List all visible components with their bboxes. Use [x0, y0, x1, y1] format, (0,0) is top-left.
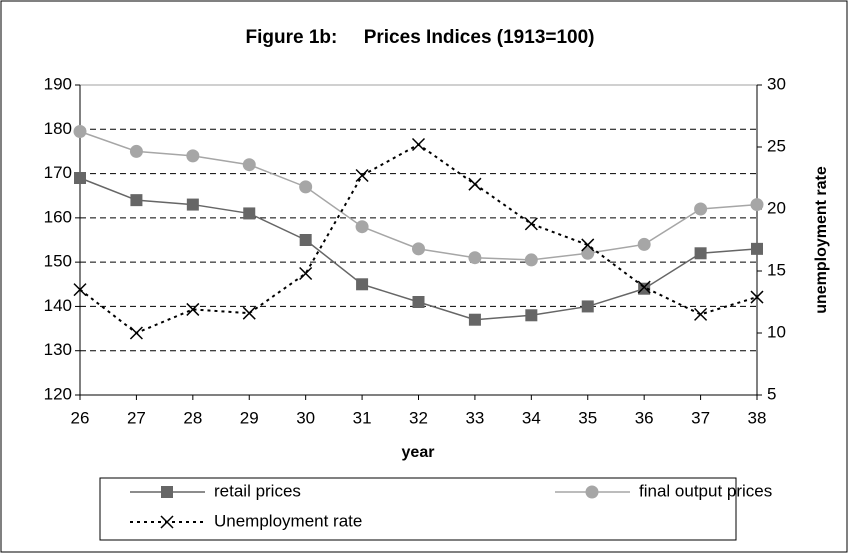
marker — [412, 296, 425, 308]
legend-label: final output prices — [639, 481, 772, 500]
marker — [750, 290, 764, 304]
y2-tick-label: 25 — [767, 136, 786, 155]
marker — [468, 177, 482, 191]
marker — [129, 144, 143, 158]
marker — [751, 242, 763, 255]
marker — [74, 172, 86, 184]
x-axis-title: year — [402, 444, 435, 461]
marker — [750, 198, 764, 212]
y-tick-label: 130 — [44, 340, 72, 359]
marker — [581, 246, 595, 260]
marker — [525, 309, 538, 322]
y2-axis-title: unemployment rate — [813, 166, 830, 314]
marker — [160, 515, 174, 529]
x-tick-label: 38 — [748, 408, 767, 427]
marker — [411, 137, 426, 152]
marker — [468, 313, 481, 326]
marker — [637, 237, 651, 251]
x-tick-label: 26 — [71, 408, 90, 427]
marker — [242, 306, 256, 320]
x-tick-label: 31 — [353, 408, 372, 427]
x-tick-label: 28 — [183, 408, 202, 427]
y2-tick-label: 30 — [767, 74, 786, 93]
x-tick-label: 33 — [465, 408, 484, 427]
marker — [73, 125, 87, 138]
marker — [129, 326, 143, 340]
marker — [468, 251, 482, 265]
x-tick-label: 29 — [240, 408, 259, 427]
marker — [581, 300, 594, 313]
y2-tick-label: 20 — [767, 198, 786, 217]
marker — [73, 283, 87, 297]
y-tick-label: 190 — [44, 74, 72, 93]
x-tick-label: 32 — [409, 408, 428, 427]
marker — [130, 194, 143, 207]
marker — [186, 149, 200, 163]
marker — [524, 217, 538, 231]
y-tick-label: 170 — [44, 163, 72, 182]
legend-box — [99, 477, 737, 541]
marker — [242, 158, 256, 172]
x-tick-label: 36 — [635, 408, 654, 427]
marker — [186, 198, 199, 211]
marker — [355, 220, 369, 234]
x-tick-label: 30 — [296, 408, 315, 427]
y2-tick-label: 10 — [767, 322, 786, 341]
marker — [524, 253, 538, 267]
y-tick-label: 180 — [44, 119, 72, 138]
x-tick-label: 37 — [691, 408, 710, 427]
x-tick-label: 34 — [522, 408, 541, 427]
marker — [356, 278, 369, 291]
marker — [186, 302, 200, 316]
marker — [581, 238, 595, 252]
y-tick-label: 150 — [44, 252, 72, 271]
marker — [299, 266, 313, 281]
x-tick-label: 35 — [578, 408, 597, 427]
y2-tick-label: 15 — [767, 260, 786, 279]
marker — [694, 307, 708, 321]
marker — [161, 486, 173, 498]
y-tick-label: 140 — [44, 296, 72, 315]
marker — [637, 280, 651, 294]
y-tick-label: 160 — [44, 207, 72, 226]
marker — [412, 242, 425, 256]
marker — [299, 180, 313, 194]
marker — [585, 485, 599, 499]
marker — [694, 247, 707, 260]
marker — [694, 202, 708, 216]
marker — [299, 234, 312, 246]
legend-label: Unemployment rate — [214, 511, 362, 530]
chart-title: Figure 1b: Prices Indices (1913=100) — [245, 27, 594, 48]
legend-label: retail prices — [214, 481, 301, 500]
marker — [355, 168, 369, 183]
x-tick-label: 27 — [127, 408, 146, 427]
y2-tick-label: 5 — [767, 384, 776, 403]
marker — [243, 207, 256, 220]
y-tick-label: 120 — [44, 384, 72, 403]
